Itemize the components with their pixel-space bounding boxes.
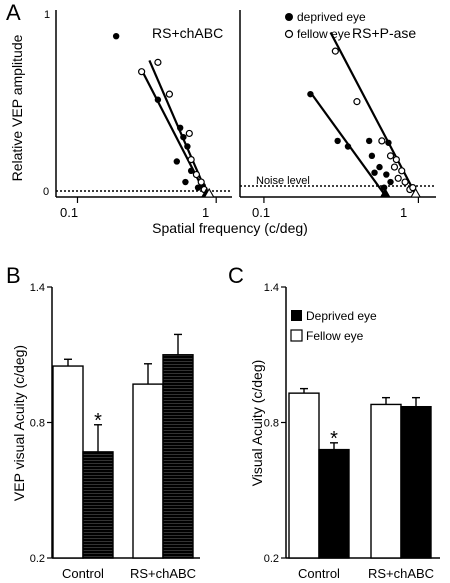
- fellow-point-5: [390, 163, 399, 171]
- deprived-point-9: [371, 169, 378, 176]
- deprived-point-5: [376, 163, 383, 171]
- deprived-point-3: [365, 137, 373, 145]
- legend-deprived-swatch: [291, 310, 302, 321]
- legend-fellow-text: Fellow eye: [306, 329, 364, 343]
- bar-control-0: [288, 392, 320, 559]
- deprived-point-0: [307, 90, 314, 98]
- fellow-point-1: [353, 98, 361, 106]
- deprived-point-1: [154, 96, 162, 103]
- fellow-point-6: [398, 167, 406, 175]
- y-tick-label-2: 1.4: [30, 282, 45, 294]
- legend-fellow-swatch: [290, 329, 303, 342]
- fellow-point-0: [331, 47, 339, 55]
- y-tick-label-1: 0.8: [30, 418, 45, 430]
- panel-a-ytick-top: 1: [44, 9, 50, 21]
- fellow-point-2: [165, 90, 174, 98]
- subplot-a2-xtick-high: 1: [400, 205, 407, 220]
- panel-a-xlabel: Spatial frequency (c/deg): [152, 220, 308, 236]
- panel-a-ytick-bottom: 0: [43, 186, 49, 198]
- category-label-0: Control: [298, 566, 340, 581]
- deprived-point-6: [383, 171, 390, 178]
- legend-deprived-marker: [285, 13, 293, 21]
- panel-letter-b: B: [6, 263, 21, 288]
- panel-c-ylabel: Visual Acuity (c/deg): [249, 360, 265, 487]
- fellow-point-3: [185, 129, 193, 138]
- fellow-point-6: [197, 178, 205, 186]
- subplot-a2: RS+P-ase 0.1 1: [239, 10, 436, 220]
- y-tick-label-2: 1.4: [264, 282, 279, 294]
- category-label-1: RS+chABC: [368, 566, 434, 581]
- subplot-a1: RS+chABC 0.1 1: [55, 10, 232, 220]
- fellow-point-1: [154, 58, 162, 66]
- category-label-0: Control: [62, 566, 104, 581]
- fellow-point-5: [192, 170, 201, 179]
- subplot-a2-title: RS+P-ase: [352, 25, 416, 41]
- panel-a-legend: deprived eye fellow eye: [284, 10, 366, 41]
- legend-fellow-label: fellow eye: [297, 27, 351, 41]
- fellow-point-3: [386, 152, 395, 160]
- subplot-a1-xtick-low: 0.1: [60, 205, 78, 220]
- bar-rs-chabc-1: [400, 405, 432, 559]
- subplot-a1-title: RS+chABC: [152, 25, 223, 41]
- bar-rs-chabc-1: [162, 354, 194, 559]
- legend-deprived-label: deprived eye: [297, 10, 366, 24]
- panel-letter-c: C: [228, 263, 244, 288]
- bar-control-0: [52, 365, 84, 559]
- fellow-point-7: [401, 178, 409, 186]
- fellow-point-0: [138, 68, 146, 76]
- legend-deprived-text: Deprived eye: [306, 309, 377, 323]
- deprived-point-5: [173, 158, 181, 165]
- deprived-cutoff-marker: [379, 187, 391, 198]
- deprived-point-2: [344, 143, 352, 150]
- deprived-point-0: [112, 32, 120, 40]
- significance-star-0: *: [330, 428, 338, 450]
- y-tick-label-1: 0.8: [264, 418, 279, 430]
- subplot-a1-xtick-high: 1: [202, 205, 209, 220]
- fellow-point-4: [187, 156, 195, 164]
- deprived-point-1: [334, 137, 341, 145]
- bar-control-1: [318, 448, 350, 559]
- panel-a: Relative VEP amplitude Spatial frequency…: [9, 9, 436, 236]
- deprived-point-7: [387, 178, 394, 186]
- deprived-point-4: [368, 152, 376, 160]
- panel-letter-a: A: [6, 0, 21, 25]
- noise-level-label: Noise level: [256, 175, 310, 187]
- fellow-point-10: [394, 174, 402, 182]
- legend-fellow-marker: [284, 29, 294, 39]
- significance-star-0: *: [94, 410, 102, 432]
- deprived-point-7: [182, 178, 189, 186]
- subplot-a2-xtick-low: 0.1: [252, 205, 270, 220]
- fellow-fit-line: [148, 60, 210, 198]
- fellow-point-9: [409, 184, 417, 192]
- panel-c: Visual Acuity (c/deg) Deprived eye Fello…: [249, 282, 440, 581]
- y-tick-label-0: 0.2: [30, 553, 45, 565]
- panel-c-legend: Deprived eye Fellow eye: [290, 309, 377, 343]
- bar-rs-chabc-0: [370, 403, 402, 559]
- fellow-point-4: [392, 156, 400, 164]
- fellow-cutoff-marker: [203, 187, 215, 198]
- panel-a-ylabel: Relative VEP amplitude: [9, 34, 25, 181]
- fellow-cutoff-marker: [410, 187, 422, 198]
- bar-rs-chabc-0: [132, 383, 164, 559]
- bar-control-1: [82, 451, 114, 559]
- panel-b: VEP visual Acuity (c/deg) 0.2 0.8 1.4 Contr…: [11, 282, 200, 581]
- y-tick-label-0: 0.2: [264, 553, 279, 565]
- deprived-point-6: [187, 167, 195, 175]
- panel-b-ylabel: VEP visual Acuity (c/deg): [11, 345, 27, 501]
- fellow-point-2: [378, 137, 386, 145]
- category-label-1: RS+chABC: [130, 566, 196, 581]
